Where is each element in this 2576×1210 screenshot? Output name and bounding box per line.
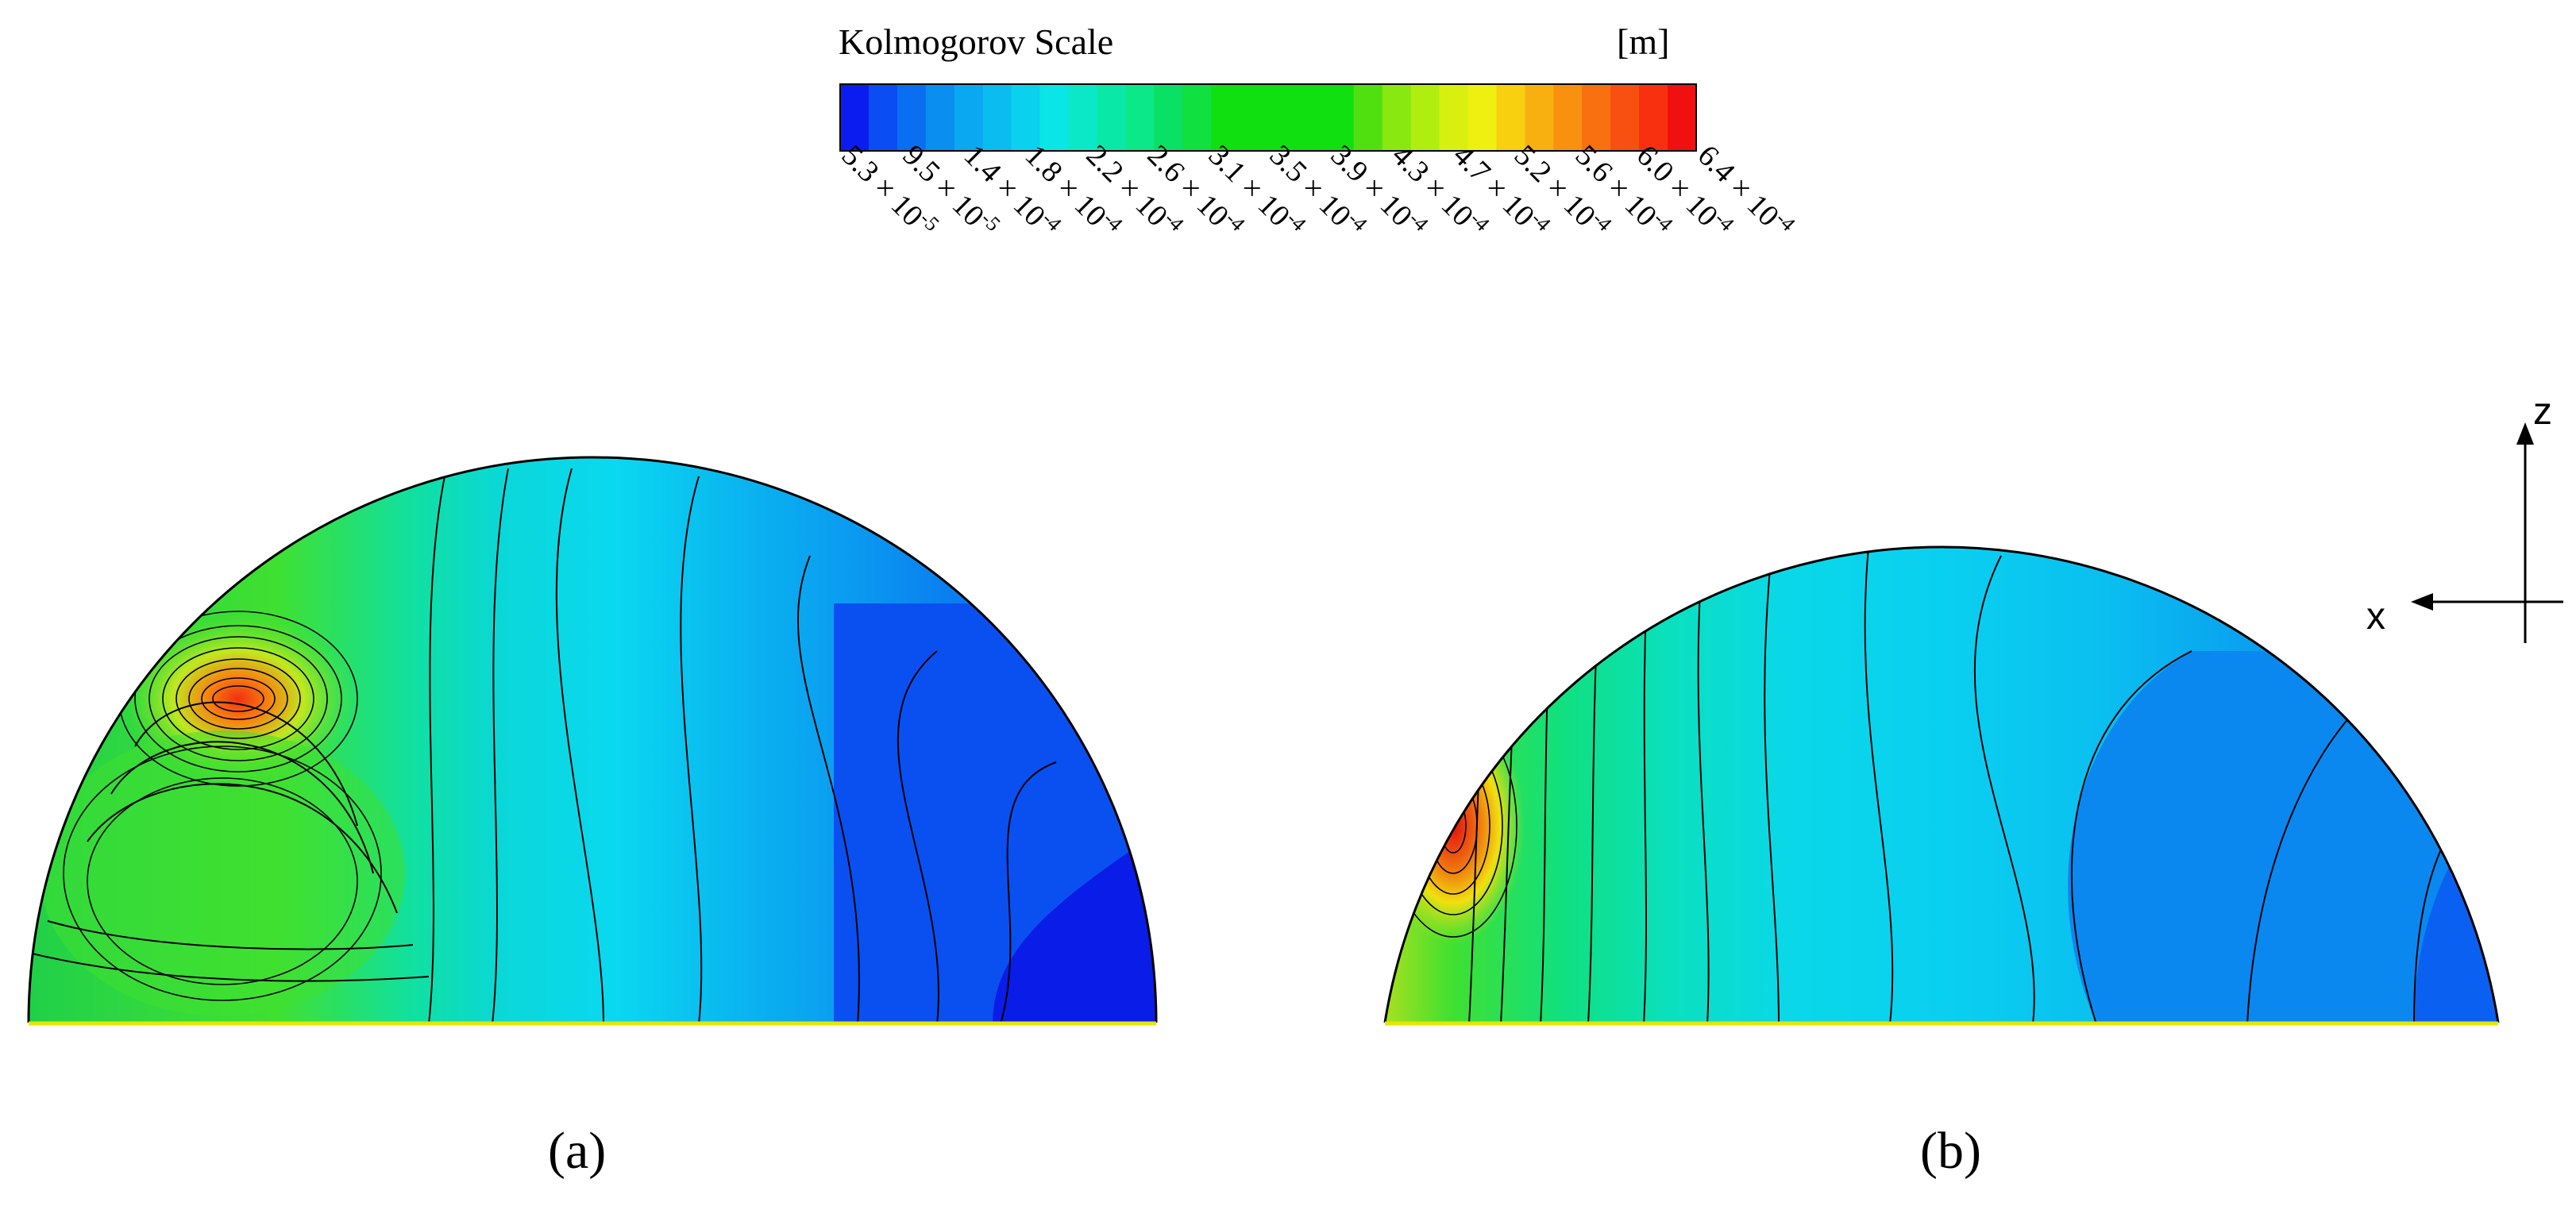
- colorbar-swatch: [868, 84, 898, 151]
- colorbar-swatch: [1582, 84, 1611, 151]
- colorbar-swatch: [1068, 84, 1097, 151]
- colorbar-swatch: [1039, 84, 1070, 151]
- legend-unit: [m]: [1617, 21, 1670, 62]
- colorbar-swatch: [1467, 84, 1498, 151]
- colorbar-swatch: [1553, 84, 1583, 151]
- colorbar-swatch: [1296, 84, 1326, 151]
- colorbar-swatch: [1610, 84, 1640, 151]
- colorbar-swatch: [1125, 84, 1155, 151]
- coordinate-axes: z x: [2366, 391, 2563, 643]
- x-axis-arrowhead: [2411, 593, 2433, 611]
- panel-a-contour-plot: [27, 456, 1158, 1026]
- colorbar-swatch: [840, 84, 870, 151]
- z-axis-label: z: [2533, 391, 2552, 433]
- panel-a-label: (a): [548, 1122, 607, 1180]
- colorbar-swatch: [954, 84, 984, 151]
- colorbar-swatch: [1211, 84, 1240, 151]
- z-axis-arrowhead: [2516, 422, 2534, 445]
- colorbar-swatch: [925, 84, 955, 151]
- colorbar-swatch: [1154, 84, 1183, 151]
- colorbar-swatch: [1182, 84, 1212, 151]
- colorbar: [839, 83, 1697, 152]
- colorbar-swatch: [1668, 84, 1697, 151]
- colorbar-swatch: [1496, 84, 1525, 151]
- panel-b-contour-plot: [1383, 545, 2500, 1026]
- colorbar-tick-labels: 5.3 × 10-59.5 × 10-51.4 × 10-41.8 × 10-4…: [835, 137, 1800, 245]
- colorbar-frame: [839, 83, 1697, 152]
- colorbar-swatch: [1353, 84, 1383, 151]
- panel-b-label: (b): [1920, 1122, 1981, 1180]
- colorbar-swatch: [1325, 84, 1355, 151]
- colorbar-swatch: [897, 84, 927, 151]
- colorbar-swatch: [1268, 84, 1298, 151]
- legend-title: Kolmogorov Scale: [839, 21, 1114, 62]
- colorbar-swatch: [1639, 84, 1668, 151]
- colorbar-swatch: [1410, 84, 1440, 151]
- colorbar-swatch: [1240, 84, 1269, 151]
- colorbar-tick-label: 6.4 × 10-4: [1691, 137, 1800, 245]
- colorbar-swatch: [1097, 84, 1126, 151]
- colorbar-swatch: [1525, 84, 1554, 151]
- colorbar-swatch: [1382, 84, 1412, 151]
- colorbar-swatch: [1011, 84, 1041, 151]
- colorbar-swatch: [982, 84, 1012, 151]
- x-axis-label: x: [2366, 595, 2385, 638]
- colorbar-swatch: [1439, 84, 1469, 151]
